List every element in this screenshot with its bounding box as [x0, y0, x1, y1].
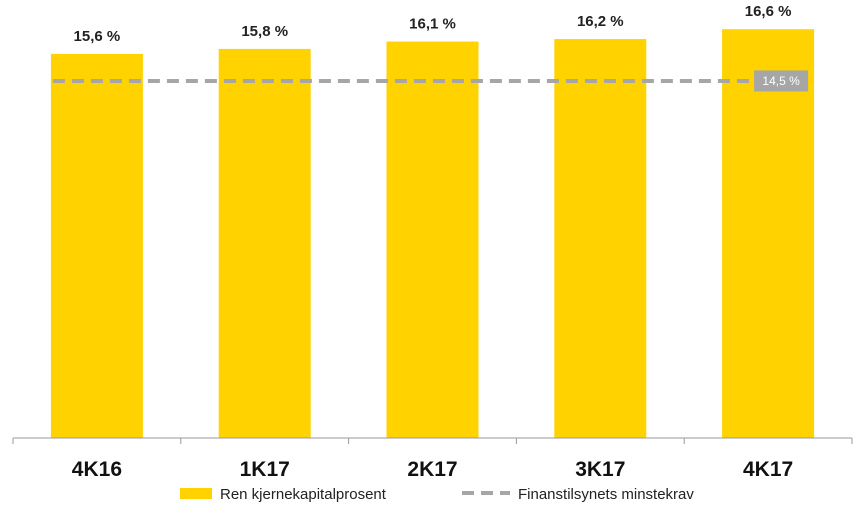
bar-2k17: [386, 41, 479, 438]
category-labels: 4K16 1K17 2K17 3K17 4K17: [72, 458, 793, 481]
legend-swatch-bars: [180, 488, 212, 499]
reference-value-label: 14,5 %: [762, 74, 800, 88]
legend-label-bars: Ren kjernekapitalprosent: [220, 486, 387, 503]
bar-3k17: [554, 39, 647, 439]
category-label-4k16: 4K16: [72, 458, 122, 481]
legend-label-line: Finanstilsynets minstekrav: [518, 486, 694, 503]
bar-1k17: [218, 48, 311, 439]
reference-line-group: 14,5 %: [52, 70, 809, 92]
category-label-1k17: 1K17: [240, 458, 290, 481]
bar-value-labels: 15,6 % 15,8 % 16,1 % 16,2 % 16,6 %: [74, 3, 792, 45]
bar-value-label-1k17: 15,8 %: [241, 23, 288, 40]
legend: Ren kjernekapitalprosent Finanstilsynets…: [180, 486, 694, 503]
x-axis-ticks: [12, 438, 853, 444]
bar-4k16: [50, 53, 143, 439]
category-label-3k17: 3K17: [575, 458, 625, 481]
category-label-2k17: 2K17: [407, 458, 457, 481]
bar-value-label-4k17: 16,6 %: [745, 3, 792, 20]
bar-value-label-3k17: 16,2 %: [577, 13, 624, 30]
bars-group: [50, 29, 815, 439]
bar-4k17: [722, 29, 815, 438]
reference-value-box: [754, 70, 809, 92]
bar-value-label-4k16: 15,6 %: [74, 28, 121, 45]
category-label-4k17: 4K17: [743, 458, 793, 481]
bar-value-label-2k17: 16,1 %: [409, 16, 456, 33]
